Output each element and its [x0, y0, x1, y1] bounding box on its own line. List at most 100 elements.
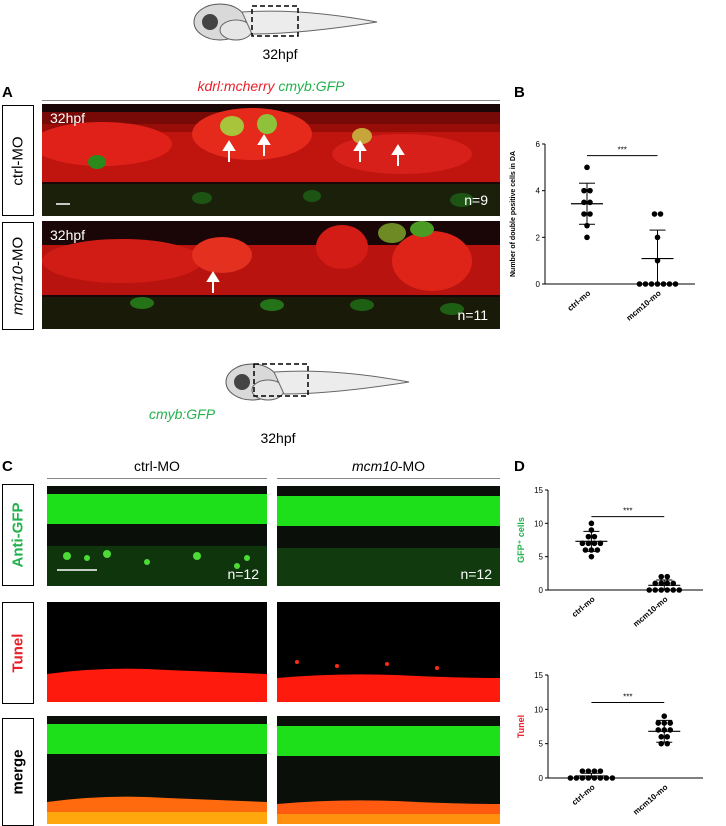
data-point	[584, 164, 590, 171]
chart-d-tunel: 0 5 10 15 ctrl-mo mcm10-mo Tunel ***	[516, 671, 703, 817]
gfp-ctrl-n: n=12	[227, 566, 259, 582]
panel-c-letter: C	[2, 458, 13, 475]
panel-b-letter: B	[514, 84, 525, 101]
x-category-label: ctrl-mo	[570, 783, 597, 807]
data-point	[591, 540, 598, 547]
data-point	[658, 734, 665, 740]
merge-ctrl-image	[47, 716, 267, 824]
x-category-label: mcm10-mo	[631, 595, 669, 629]
mcm10-mo-vessel-image	[42, 221, 500, 329]
tunel-ctrl-image	[47, 602, 267, 702]
tunel-mcm10-image	[277, 602, 500, 702]
y-tick-label: 10	[534, 519, 543, 528]
mcm10-mo-stage: 32hpf	[50, 227, 86, 243]
data-point	[587, 211, 593, 217]
y-axis-label: Number of double positive cells in DA	[510, 151, 517, 277]
row-label-ctrl-mo: ctrl-MO	[2, 105, 34, 216]
data-point	[667, 720, 674, 726]
data-point	[664, 740, 671, 747]
data-point	[652, 580, 659, 587]
panel-c-col1-rule	[47, 478, 267, 479]
embryo-schematic-top	[193, 3, 378, 41]
data-point	[597, 540, 604, 547]
ctrl-mo-stage: 32hpf	[50, 110, 86, 126]
data-point	[664, 580, 671, 587]
data-point	[567, 775, 574, 781]
y-tick-label: 5	[539, 740, 544, 749]
ctrl-mo-vessel-image	[42, 108, 500, 216]
y-tick-label: 0	[536, 280, 541, 289]
significance-label: ***	[618, 146, 627, 155]
row-label-merge: merge	[2, 718, 34, 826]
data-point	[666, 281, 673, 287]
data-point	[585, 540, 592, 547]
chart-d-gfp: 0 5 10 15 ctrl-mo mcm10-mo GFP⁺ cells ***	[516, 486, 703, 629]
data-point	[636, 281, 643, 287]
y-tick-label: 5	[539, 553, 544, 562]
data-point	[661, 713, 668, 719]
data-point	[584, 234, 590, 241]
x-category-label: mcm10-mo	[631, 783, 669, 817]
panel-c-col1-header: ctrl-MO	[134, 458, 180, 474]
data-point	[672, 281, 679, 287]
data-point	[655, 720, 662, 726]
embryo-schematic-mid	[225, 363, 410, 401]
data-point	[581, 187, 587, 194]
data-point	[670, 587, 677, 593]
y-tick-label: 10	[534, 705, 543, 714]
data-point	[579, 775, 586, 781]
row-label-anti-gfp: Anti-GFP	[2, 484, 34, 586]
gfp-mcm10-n: n=12	[460, 566, 492, 582]
y-tick-label: 6	[536, 140, 541, 149]
panel-a-letter: A	[2, 84, 13, 101]
data-point	[587, 187, 593, 194]
data-point	[597, 768, 604, 774]
data-point	[664, 734, 671, 740]
x-category-label: ctrl-mo	[566, 289, 593, 313]
y-tick-label: 15	[534, 486, 543, 495]
data-point	[588, 520, 595, 527]
y-tick-label: 15	[534, 671, 543, 680]
data-point	[658, 740, 665, 747]
data-point	[664, 573, 671, 580]
gfp-ctrl-image: n=12	[47, 486, 267, 586]
data-point	[658, 573, 665, 580]
chart-b: 0 2 4 6 ctrl-mo mcm10-mo Number of double posi…	[510, 140, 695, 323]
data-point	[657, 211, 664, 217]
panel-d-letter: D	[514, 458, 525, 475]
y-axis-label: Tunel	[516, 715, 526, 738]
ctrl-mo-n: n=9	[464, 192, 488, 208]
gfp-mcm10-image: n=12	[277, 486, 500, 586]
mcm10-mo-n: n=11	[457, 307, 489, 323]
y-tick-label: 0	[539, 586, 544, 595]
data-point	[676, 587, 683, 593]
kdrl-mcherry-label: kdrl:mcherry	[197, 78, 275, 94]
data-point	[591, 768, 598, 774]
data-point	[658, 580, 665, 587]
data-point	[670, 580, 677, 587]
y-tick-label: 2	[536, 233, 541, 242]
data-point	[597, 775, 604, 781]
panel-a-header-rule	[42, 100, 500, 101]
data-point	[585, 768, 592, 774]
x-category-label: mcm10-mo	[625, 289, 663, 323]
merge-mcm10-image	[277, 716, 500, 824]
data-point	[573, 775, 580, 781]
embryo-mid-stage: 32hpf	[260, 430, 296, 446]
row-label-tunel: Tunel	[2, 602, 34, 704]
data-point	[581, 211, 587, 217]
significance-label: ***	[623, 692, 632, 701]
embryo-mid-reporter: cmyb:GFP	[148, 406, 216, 422]
data-point	[588, 553, 595, 560]
panel-c-col2-rule	[277, 478, 500, 479]
data-point	[582, 547, 589, 553]
data-point	[579, 768, 586, 774]
micrograph-ctrl-mo: 32hpf n=9	[42, 104, 500, 216]
significance-label: ***	[623, 507, 632, 516]
data-point	[591, 533, 598, 540]
x-category-label: ctrl-mo	[570, 595, 597, 619]
micrograph-mcm10-mo: 32hpf n=11	[42, 221, 500, 329]
cmyb-gfp-label: cmyb:GFP	[278, 78, 345, 94]
data-point	[579, 540, 586, 547]
panel-c-col2-header: mcm10-MO	[351, 458, 426, 474]
